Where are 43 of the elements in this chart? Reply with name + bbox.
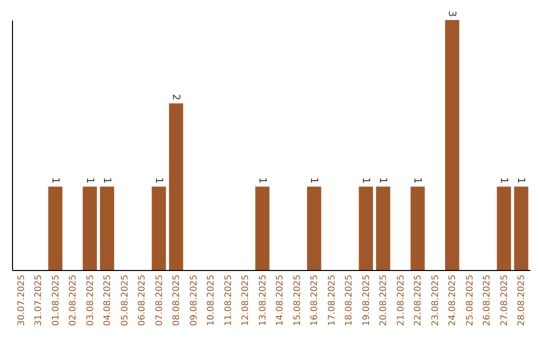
data-label: 1 xyxy=(412,177,423,184)
x-tick-label: 01.08.2025 xyxy=(51,274,62,326)
x-tick-label: 17.08.2025 xyxy=(327,274,338,326)
x-tick-label: 04.08.2025 xyxy=(103,274,114,326)
x-tick-label: 13.08.2025 xyxy=(258,274,268,326)
x-tick-label: 21.08.2025 xyxy=(396,274,406,326)
x-tick-label: 09.08.2025 xyxy=(189,274,200,326)
x-tick-label: 30.07.2025 xyxy=(16,274,27,326)
data-label: 1 xyxy=(515,177,526,184)
x-tick-label: 07.08.2025 xyxy=(154,274,165,326)
data-label: 1 xyxy=(152,177,164,184)
x-tick-label: 19.08.2025 xyxy=(362,274,372,326)
x-tick-label: 11.08.2025 xyxy=(224,274,234,326)
x-tick-label: 16.08.2025 xyxy=(310,274,320,326)
x-tick-label: 05.08.2025 xyxy=(120,274,130,326)
data-label: 3 xyxy=(446,10,458,17)
data-label: 1 xyxy=(498,177,509,184)
x-tick-label: 06.08.2025 xyxy=(138,274,148,326)
data-label: 1 xyxy=(308,177,320,184)
x-tick-label: 31.07.2025 xyxy=(34,274,44,326)
x-tick-label: 02.08.2025 xyxy=(68,274,79,326)
x-tick-label: 25.08.2025 xyxy=(465,274,476,326)
data-label: 1 xyxy=(377,177,388,184)
x-tick-label: 23.08.2025 xyxy=(430,274,441,326)
data-label: 1 xyxy=(49,177,60,184)
data-label: 1 xyxy=(360,177,371,184)
x-tick-label: 26.08.2025 xyxy=(482,274,493,326)
x-tick-label: 28.08.2025 xyxy=(517,274,528,326)
x-tick-label: 03.08.2025 xyxy=(86,274,96,326)
data-label: 1 xyxy=(84,177,95,184)
x-tick-label: 12.08.2025 xyxy=(241,274,252,326)
data-label: 1 xyxy=(256,177,268,184)
x-tick-label: 20.08.2025 xyxy=(379,274,390,326)
x-tick-label: 22.08.2025 xyxy=(414,274,424,326)
x-tick-label: 27.08.2025 xyxy=(500,274,510,326)
data-label: 2 xyxy=(170,94,182,100)
x-tick-label: 14.08.2025 xyxy=(276,274,286,326)
x-tick-label: 15.08.2025 xyxy=(292,274,303,326)
data-label: 1 xyxy=(101,177,112,184)
x-tick-label: 10.08.2025 xyxy=(206,274,217,326)
x-tick-label: 08.08.2025 xyxy=(172,274,182,326)
x-tick-label: 24.08.2025 xyxy=(448,274,458,326)
x-tick-label: 18.08.2025 xyxy=(344,274,355,326)
